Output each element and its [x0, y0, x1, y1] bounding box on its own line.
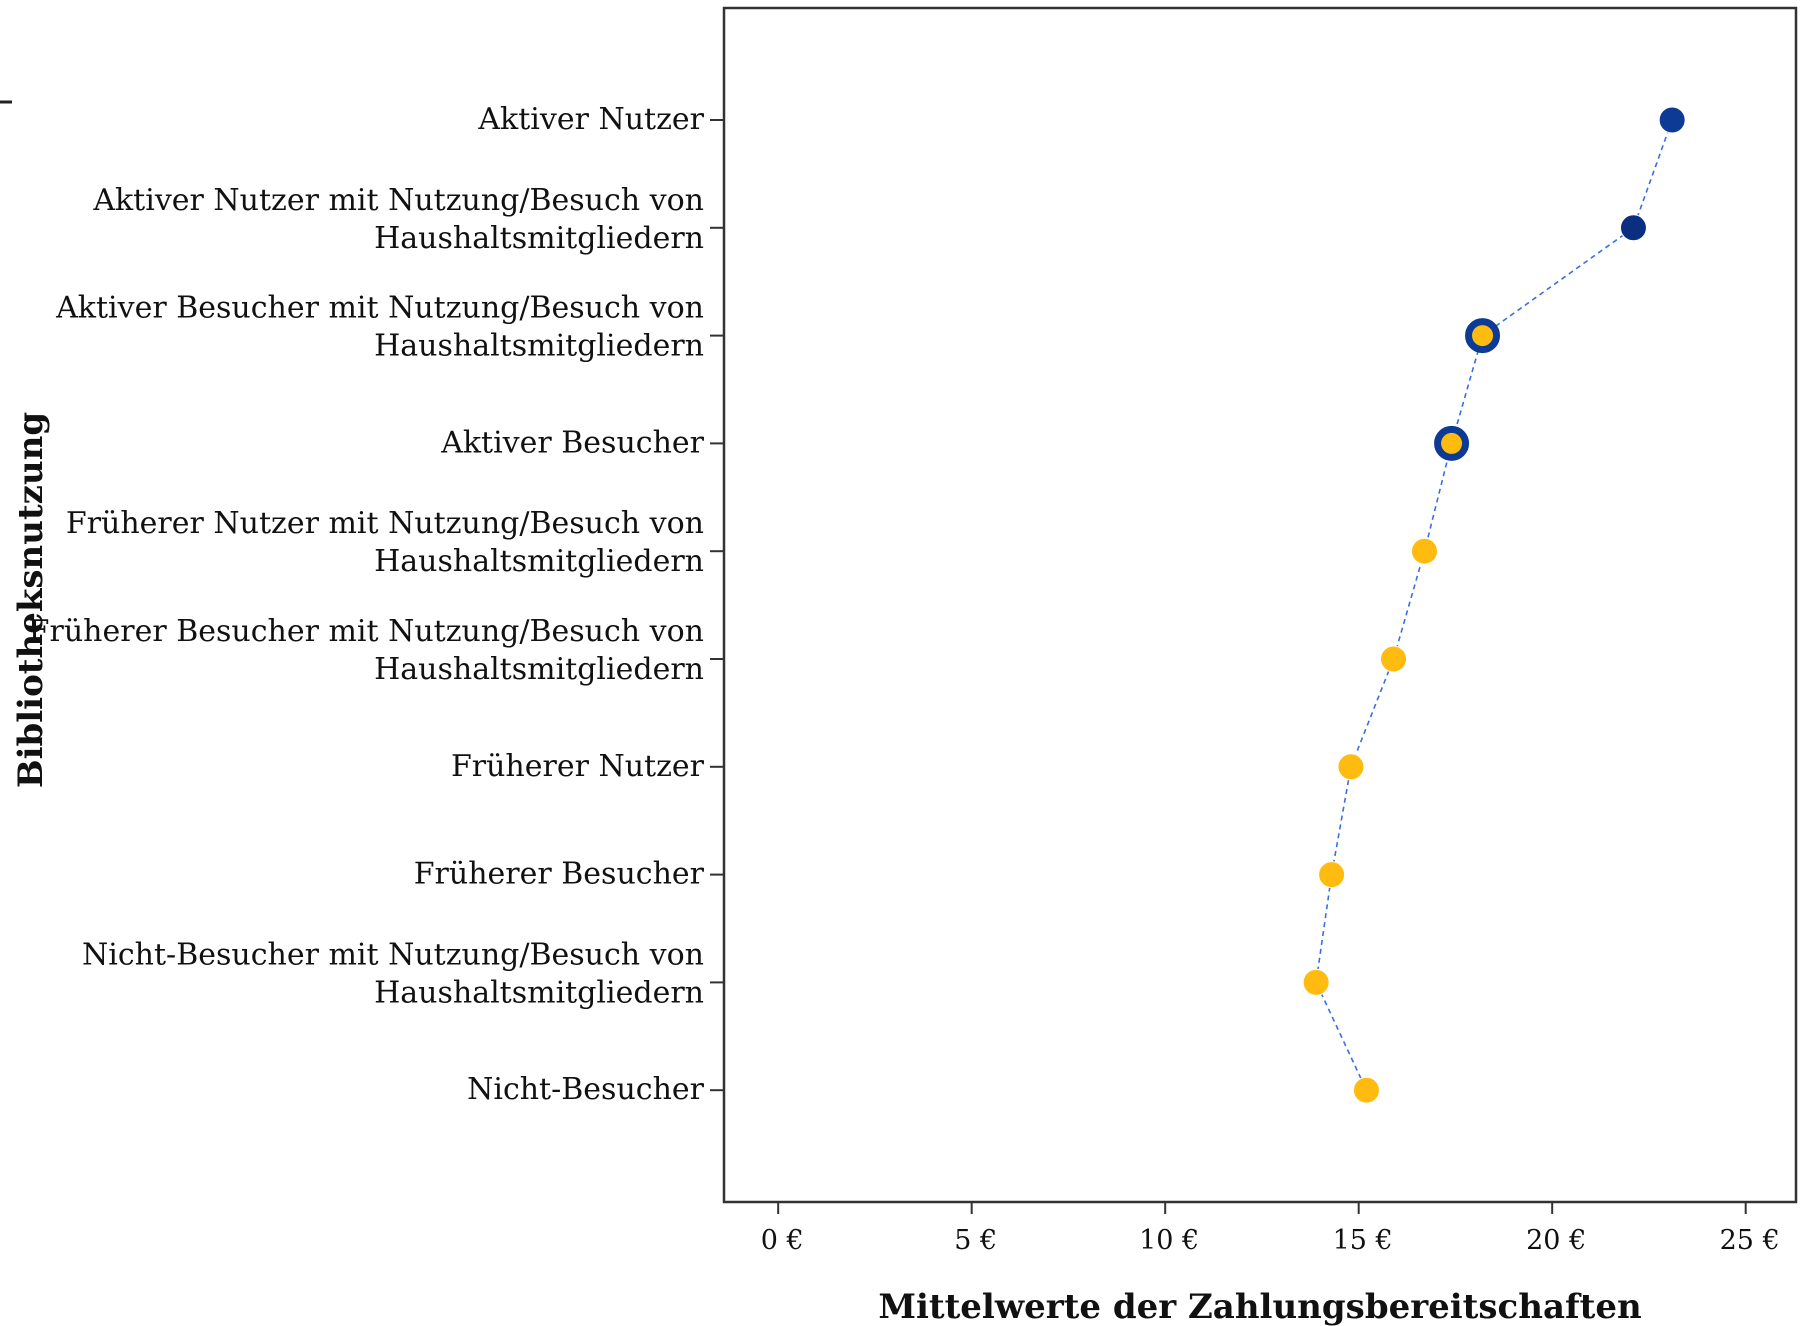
category-label: Aktiver Besucher mit Nutzung/Besuch von H…: [55, 291, 704, 364]
category-label: Nicht-Besucher mit Nutzung/Besuch von Hau…: [82, 937, 704, 1010]
data-point-gold: [1337, 753, 1365, 781]
x-tick-label: 25 €: [1720, 1225, 1780, 1256]
data-point-gold: [1352, 1076, 1380, 1104]
plot-frame: [722, 6, 1798, 1204]
data-point-gold: [1410, 537, 1438, 565]
x-tick-label: 20 €: [1526, 1225, 1586, 1256]
y-axis-title: Bibliotheksnutzung: [11, 412, 51, 788]
x-tick-label: 5 €: [954, 1225, 997, 1256]
data-point-gold: [1302, 968, 1330, 996]
category-label: Früherer Nutzer mit Nutzung/Besuch von Ha…: [66, 506, 704, 579]
data-point-gold: [1318, 861, 1346, 889]
x-axis-title: Mittelwerte der Zahlungsbereitschaften: [878, 1287, 1641, 1326]
category-label: Nicht-Besucher: [467, 1072, 705, 1107]
x-tick-label: 0 €: [761, 1225, 804, 1256]
data-point-dark: [1619, 214, 1647, 242]
data-point-navy: [1658, 106, 1686, 134]
data-point-gold: [1380, 645, 1408, 673]
category-label: Früherer Besucher: [414, 857, 705, 892]
category-label: Früherer Besucher mit Nutzung/Besuch von…: [29, 614, 704, 687]
series-connector-line: [1315, 119, 1673, 1091]
category-label: Früherer Nutzer: [451, 749, 705, 784]
data-point-ring: [1465, 318, 1501, 354]
category-label: Aktiver Besucher: [440, 425, 704, 460]
x-tick-label: 10 €: [1139, 1225, 1199, 1256]
x-tick-label: 15 €: [1333, 1225, 1393, 1256]
data-point-ring: [1434, 425, 1470, 461]
category-label: Aktiver Nutzer: [477, 102, 704, 137]
category-label: Aktiver Nutzer mit Nutzung/Besuch von Hau…: [92, 183, 704, 256]
